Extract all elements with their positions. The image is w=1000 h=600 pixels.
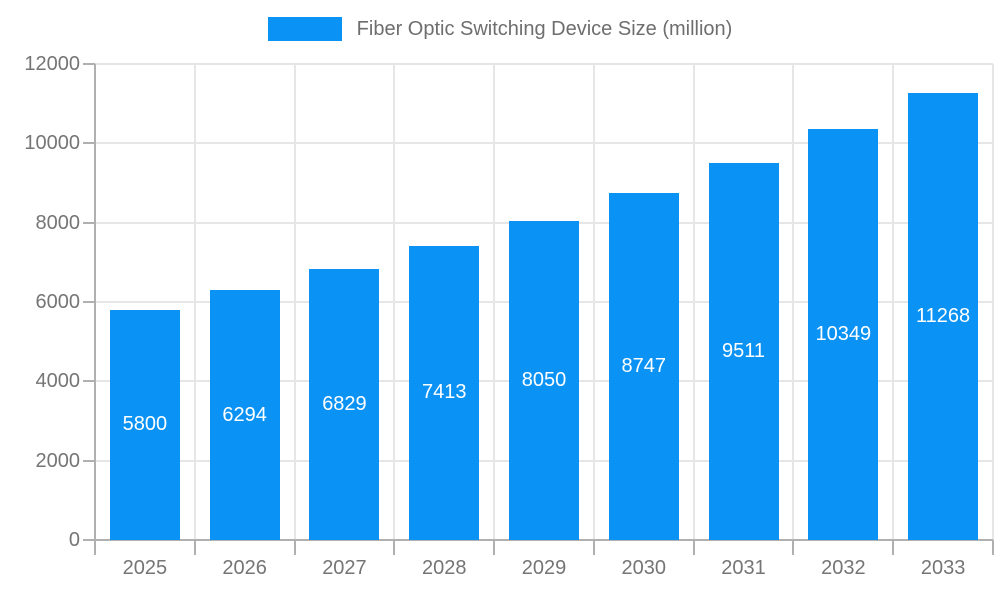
x-tick-label: 2026 xyxy=(222,557,267,579)
y-tick-label: 4000 xyxy=(35,370,81,393)
y-tick-label: 0 xyxy=(68,529,80,551)
gridline-vertical xyxy=(792,64,795,540)
gridline-vertical xyxy=(992,64,994,540)
bar: 6294 xyxy=(209,290,280,540)
gridline-vertical xyxy=(393,64,396,540)
gridline-vertical xyxy=(692,64,695,540)
bar-value-label: 6294 xyxy=(222,403,267,426)
y-axis-tick xyxy=(83,63,95,65)
bar-value-label: 11268 xyxy=(916,305,971,327)
bar: 8050 xyxy=(509,220,579,540)
bar: 9511 xyxy=(708,162,779,540)
legend-label: Fiber Optic Switching Device Size (milli… xyxy=(356,17,733,40)
x-axis-tick xyxy=(792,540,795,555)
y-axis-tick xyxy=(83,142,95,145)
x-axis-tick xyxy=(94,540,96,555)
bar-value-label: 7413 xyxy=(421,381,467,404)
gridline-vertical xyxy=(592,64,595,540)
x-axis-line xyxy=(95,539,993,541)
y-tick-label: 2000 xyxy=(35,449,81,472)
bar-value-label: 6829 xyxy=(322,393,367,416)
bar: 7413 xyxy=(409,245,480,540)
bar: 10349 xyxy=(808,129,879,540)
gridline-horizontal xyxy=(95,142,993,145)
x-axis-tick xyxy=(992,540,994,555)
bar: 6829 xyxy=(309,269,380,540)
gridline-vertical xyxy=(493,64,496,540)
x-axis-tick xyxy=(393,540,396,555)
y-tick-label: 10000 xyxy=(24,132,80,155)
legend[interactable]: Fiber Optic Switching Device Size (milli… xyxy=(0,17,1000,41)
bar: 8747 xyxy=(608,193,679,540)
y-axis-tick xyxy=(83,380,95,383)
y-tick-label: 12000 xyxy=(24,53,80,75)
x-axis-tick xyxy=(892,540,895,555)
x-tick-label: 2025 xyxy=(122,557,168,579)
legend-swatch xyxy=(267,17,342,41)
bar: 11268 xyxy=(908,93,979,540)
x-tick-label: 2029 xyxy=(521,557,567,579)
bar-value-label: 5800 xyxy=(122,413,168,436)
gridline-vertical xyxy=(293,64,296,540)
x-tick-label: 2031 xyxy=(721,557,766,579)
x-tick-label: 2028 xyxy=(421,557,467,579)
bar-value-label: 9511 xyxy=(722,339,766,362)
x-tick-label: 2033 xyxy=(920,557,966,579)
bar-value-label: 8747 xyxy=(621,355,667,377)
bar: 5800 xyxy=(109,309,180,540)
y-axis-tick xyxy=(83,221,95,224)
x-axis-tick xyxy=(592,540,595,555)
y-axis-tick xyxy=(83,459,95,462)
x-axis-tick xyxy=(293,540,296,555)
y-axis-tick xyxy=(83,301,95,303)
bar-value-label: 10349 xyxy=(815,323,872,346)
y-tick-label: 8000 xyxy=(35,211,81,234)
gridline-vertical xyxy=(193,64,196,540)
gridline-vertical xyxy=(892,64,895,540)
x-tick-label: 2032 xyxy=(821,557,866,579)
y-axis-line xyxy=(94,64,96,540)
gridline-horizontal xyxy=(95,63,993,65)
x-tick-label: 2030 xyxy=(621,557,667,579)
y-tick-label: 6000 xyxy=(35,291,81,313)
x-tick-label: 2027 xyxy=(322,557,367,579)
bar-value-label: 8050 xyxy=(521,368,567,391)
x-axis-tick xyxy=(692,540,695,555)
x-axis-tick xyxy=(493,540,496,555)
y-axis-tick xyxy=(83,539,95,541)
x-axis-tick xyxy=(193,540,196,555)
